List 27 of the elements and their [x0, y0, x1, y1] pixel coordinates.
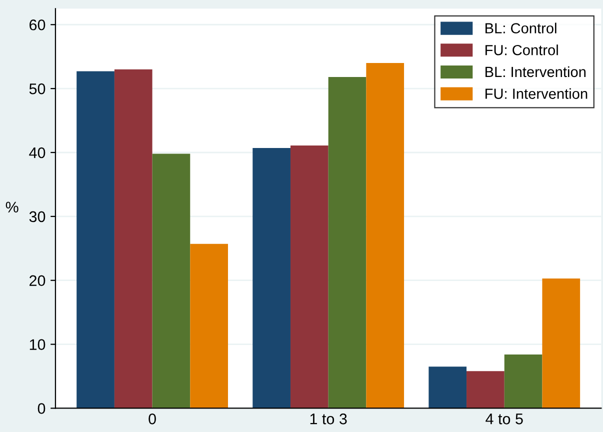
bar — [328, 77, 366, 408]
bar — [114, 69, 152, 408]
legend-label: BL: Control — [486, 22, 556, 34]
bar — [290, 145, 328, 408]
y-tick-label: 20 — [30, 275, 46, 286]
y-tick-label: 10 — [30, 339, 46, 350]
x-tick-label: 1 to 3 — [310, 414, 347, 424]
legend-label: BL: Intervention — [486, 66, 586, 78]
bar — [252, 148, 290, 408]
bar — [366, 62, 404, 408]
x-tick-label: 0 — [148, 414, 156, 424]
legend-label: FU: Intervention — [486, 88, 588, 99]
bar — [152, 154, 190, 408]
y-tick-label: 30 — [29, 211, 46, 222]
bar — [504, 354, 542, 408]
bar — [466, 371, 504, 408]
bar — [428, 366, 467, 408]
x-tick-label: 4 to 5 — [486, 414, 523, 424]
bar — [542, 278, 580, 408]
y-axis-title: % — [6, 202, 18, 212]
y-tick-label: 0 — [38, 403, 46, 414]
y-tick-label: 50 — [29, 83, 46, 94]
bar — [190, 244, 228, 408]
legend-label: FU: Control — [486, 44, 558, 56]
bar — [76, 71, 114, 408]
y-tick-label: 60 — [30, 19, 46, 30]
y-tick-label: 40 — [29, 147, 46, 158]
